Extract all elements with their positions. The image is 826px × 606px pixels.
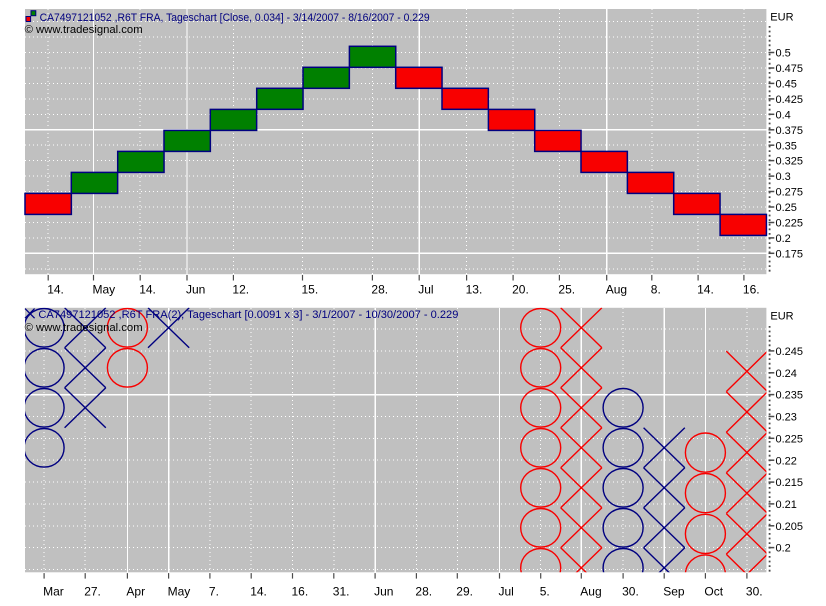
svg-text:0.475: 0.475 <box>776 63 804 75</box>
svg-text:Mar: Mar <box>43 584 64 598</box>
svg-text:0.2: 0.2 <box>776 543 791 555</box>
svg-text:28.: 28. <box>371 283 388 297</box>
svg-text:8.: 8. <box>651 283 661 297</box>
svg-text:0.21: 0.21 <box>776 499 797 511</box>
svg-text:0.35: 0.35 <box>776 140 797 152</box>
svg-text:0.325: 0.325 <box>776 156 804 168</box>
svg-text:0.25: 0.25 <box>776 202 797 214</box>
svg-text:Jul: Jul <box>499 584 514 598</box>
svg-text:25.: 25. <box>558 283 575 297</box>
svg-text:0.45: 0.45 <box>776 79 797 91</box>
svg-text:30.: 30. <box>746 584 763 598</box>
svg-text:0.2: 0.2 <box>776 233 791 245</box>
svg-text:30.: 30. <box>622 584 639 598</box>
svg-text:0.5: 0.5 <box>776 48 791 60</box>
svg-text:20.: 20. <box>512 283 529 297</box>
svg-text:0.22: 0.22 <box>776 455 797 467</box>
svg-text:© www.tradesignal.com: © www.tradesignal.com <box>25 24 143 36</box>
svg-text:Jun: Jun <box>186 283 205 297</box>
svg-text:28.: 28. <box>415 584 432 598</box>
svg-text:Jun: Jun <box>374 584 393 598</box>
svg-text:May: May <box>168 584 191 598</box>
svg-text:0.175: 0.175 <box>776 248 804 260</box>
svg-text:0.3: 0.3 <box>776 171 791 183</box>
svg-text:0.225: 0.225 <box>776 218 804 230</box>
svg-text:14.: 14. <box>697 283 714 297</box>
svg-text:Jul: Jul <box>418 283 433 297</box>
svg-text:0.23: 0.23 <box>776 412 797 424</box>
svg-text:0.245: 0.245 <box>776 346 804 358</box>
svg-text:12.: 12. <box>232 283 249 297</box>
svg-text:13.: 13. <box>466 283 483 297</box>
svg-text:Apr: Apr <box>126 584 145 598</box>
svg-text:EUR: EUR <box>770 311 793 323</box>
svg-text:0.24: 0.24 <box>776 368 797 380</box>
svg-text:31.: 31. <box>333 584 350 598</box>
svg-text:0.235: 0.235 <box>776 390 804 402</box>
svg-text:Sep: Sep <box>663 584 685 598</box>
svg-text:29.: 29. <box>456 584 473 598</box>
svg-text:May: May <box>93 283 116 297</box>
svg-text:0.375: 0.375 <box>776 125 804 137</box>
svg-text:16.: 16. <box>292 584 309 598</box>
svg-text:7.: 7. <box>209 584 219 598</box>
svg-text:0.4: 0.4 <box>776 109 791 121</box>
svg-text:Aug: Aug <box>606 283 627 297</box>
svg-text:0.205: 0.205 <box>776 521 804 533</box>
svg-text:16.: 16. <box>743 283 760 297</box>
svg-text:14.: 14. <box>250 584 267 598</box>
svg-text:Oct: Oct <box>704 584 723 598</box>
svg-text:© www.tradesignal.com: © www.tradesignal.com <box>25 322 143 334</box>
svg-text:15.: 15. <box>302 283 319 297</box>
svg-text:0.225: 0.225 <box>776 433 804 445</box>
svg-text:14.: 14. <box>47 283 64 297</box>
svg-text:0.425: 0.425 <box>776 94 804 106</box>
svg-text:CA7497121052 ,R6T FRA(2), Tage: CA7497121052 ,R6T FRA(2), Tageschart [0.… <box>38 309 458 321</box>
svg-text:5.: 5. <box>540 584 550 598</box>
svg-text:14.: 14. <box>139 283 156 297</box>
svg-text:0.275: 0.275 <box>776 187 804 199</box>
svg-text:27.: 27. <box>84 584 101 598</box>
svg-text:0.215: 0.215 <box>776 477 804 489</box>
svg-text:EUR: EUR <box>770 12 793 24</box>
svg-text:CA7497121052 ,R6T FRA, Tagesch: CA7497121052 ,R6T FRA, Tageschart [Close… <box>40 12 430 24</box>
svg-text:Aug: Aug <box>580 584 601 598</box>
